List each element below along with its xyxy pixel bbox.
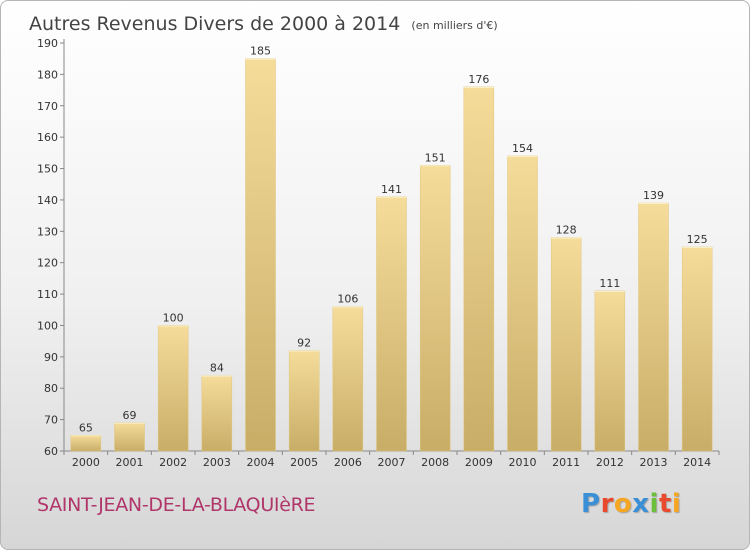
x-tick-label: 2011 — [552, 456, 580, 469]
y-tick-label: 110 — [37, 288, 58, 301]
chart-title-unit: (en milliers d'€) — [411, 19, 497, 32]
commune-name: SAINT-JEAN-DE-LA-BLAQUIèRE — [37, 494, 316, 516]
bar-2001 — [114, 422, 145, 452]
value-label-2007: 141 — [381, 183, 402, 196]
chart-value-labels: 65 69 100 84 185 92 106 141 151 176 154 128 111 139 12… — [79, 45, 708, 435]
y-tick-label: 90 — [44, 351, 58, 364]
bar-2010 — [507, 155, 538, 452]
bar-2013 — [638, 202, 669, 452]
chart-bars — [70, 58, 713, 452]
value-label-2008: 151 — [425, 151, 446, 164]
proxiti-logo: Proxiti — [581, 489, 681, 519]
x-tick-label: 2002 — [159, 456, 187, 469]
bar-2006 — [332, 306, 364, 452]
x-tick-label: 2009 — [465, 456, 493, 469]
value-label-2004: 185 — [250, 45, 271, 58]
x-tick-label: 2003 — [203, 456, 231, 469]
value-label-2010: 154 — [512, 142, 533, 155]
value-label-2009: 176 — [468, 73, 489, 86]
chart-title: Autres Revenus Divers de 2000 à 2014 (en… — [29, 13, 498, 35]
value-label-2002: 100 — [163, 311, 184, 324]
x-tick-label: 2005 — [290, 456, 318, 469]
y-tick-label: 190 — [37, 37, 58, 50]
y-tick-label: 120 — [37, 257, 58, 270]
logo-letter: P — [581, 489, 601, 519]
y-tick-label: 60 — [44, 445, 58, 458]
chart-title-main: Autres Revenus Divers de 2000 à 2014 — [29, 13, 400, 35]
value-label-2005: 92 — [297, 337, 311, 350]
y-tick-label: 100 — [37, 319, 58, 332]
bar-2009 — [463, 86, 495, 452]
value-label-2003: 84 — [210, 362, 224, 375]
x-tick-label: 2000 — [72, 456, 100, 469]
bar-2008 — [419, 165, 451, 452]
value-label-2000: 65 — [79, 421, 93, 434]
logo-letter: i — [671, 489, 682, 519]
y-tick-label: 150 — [37, 163, 58, 176]
y-tick-label: 160 — [37, 131, 58, 144]
x-tick-label: 2012 — [596, 456, 624, 469]
x-tick-label: 2010 — [509, 456, 537, 469]
x-tick-label: 2013 — [640, 456, 668, 469]
y-tick-label: 80 — [44, 382, 58, 395]
bar-2002 — [157, 325, 189, 452]
bar-2012 — [594, 290, 626, 452]
logo-letter: r — [600, 489, 614, 519]
y-tick-label: 170 — [37, 100, 58, 113]
bar-2005 — [288, 350, 320, 452]
value-label-2006: 106 — [337, 293, 358, 306]
bar-2000 — [70, 435, 102, 452]
bar-2004 — [245, 58, 276, 452]
x-tick-label: 2004 — [247, 456, 275, 469]
value-label-2014: 125 — [687, 233, 708, 246]
value-label-2001: 69 — [123, 409, 137, 422]
x-tick-label: 2001 — [116, 456, 144, 469]
logo-letter: o — [613, 489, 633, 519]
value-label-2012: 111 — [599, 277, 620, 290]
x-tick-label: 2008 — [421, 456, 449, 469]
bar-2003 — [201, 375, 233, 452]
y-tick-label: 180 — [37, 68, 58, 81]
x-tick-label: 2006 — [334, 456, 362, 469]
y-tick-label: 140 — [37, 194, 58, 207]
value-label-2013: 139 — [643, 189, 664, 202]
chart-axes: 60 70 80 90 100 110 120 130 140 150 160 170 180 190 20… — [37, 37, 720, 469]
y-tick-label: 130 — [37, 225, 58, 238]
bar-2011 — [550, 237, 582, 452]
logo-letter: i — [649, 489, 659, 519]
bar-2014 — [681, 246, 713, 452]
bar-2007 — [376, 196, 407, 452]
logo-letter: x — [632, 489, 650, 519]
x-tick-label: 2007 — [378, 456, 406, 469]
x-tick-label: 2014 — [683, 456, 711, 469]
value-label-2011: 128 — [556, 224, 577, 237]
logo-letter: t — [658, 489, 672, 519]
y-tick-label: 70 — [44, 414, 58, 427]
